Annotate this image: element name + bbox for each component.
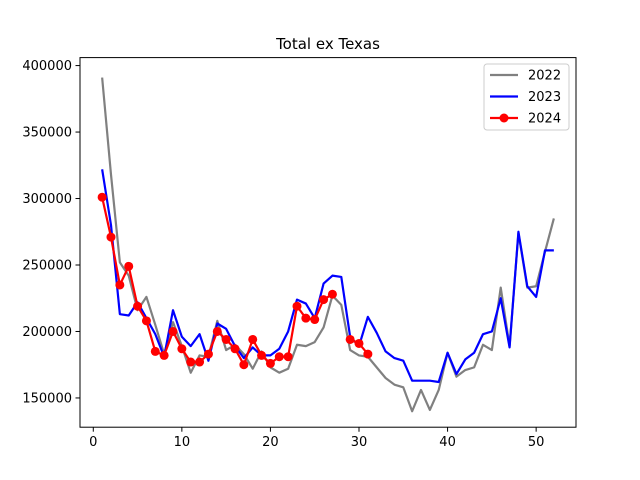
plot-frame xyxy=(79,57,577,428)
x-tick-label: 10 xyxy=(174,435,191,450)
x-tick-label: 30 xyxy=(351,435,368,450)
axes: 0 10 20 30 40 50 150000 200000 250000 300000 35000… xyxy=(22,59,544,450)
x-tick-label: 50 xyxy=(528,435,545,450)
series-line-2023 xyxy=(101,169,554,384)
x-tick-label: 0 xyxy=(89,435,97,450)
data-point-2024 xyxy=(150,346,160,356)
chart-title: Total ex Texas xyxy=(275,35,380,53)
data-point-2024 xyxy=(239,360,249,370)
y-tick-label: 300000 xyxy=(22,192,72,207)
data-point-2024 xyxy=(115,280,125,290)
y-tick-label: 250000 xyxy=(22,259,72,274)
legend-label-2024: 2024 xyxy=(528,112,561,127)
data-point-2024 xyxy=(203,349,213,359)
series-2022 xyxy=(101,77,555,413)
data-point-2024 xyxy=(133,301,143,311)
legend: 2022 2023 2024 xyxy=(483,63,570,131)
y-tick-label: 150000 xyxy=(22,391,72,406)
data-point-2024 xyxy=(301,313,311,323)
data-point-2024 xyxy=(186,357,196,367)
data-point-2024 xyxy=(257,350,267,360)
data-point-2024 xyxy=(319,295,329,305)
legend-marker-2024 xyxy=(499,113,509,123)
series-line-2022 xyxy=(101,77,555,413)
data-point-2024 xyxy=(274,352,284,362)
data-point-2024 xyxy=(327,289,337,299)
data-point-2024 xyxy=(177,344,187,354)
data-point-2024 xyxy=(195,357,205,367)
data-point-2024 xyxy=(345,334,355,344)
data-point-2024 xyxy=(363,349,373,359)
data-point-2024 xyxy=(97,192,107,202)
data-point-2024 xyxy=(265,358,275,368)
data-point-2024 xyxy=(106,232,116,242)
data-point-2024 xyxy=(230,344,240,354)
data-point-2024 xyxy=(141,316,151,326)
x-tick-label: 20 xyxy=(262,435,279,450)
data-point-2024 xyxy=(292,301,302,311)
data-point-2024 xyxy=(354,338,364,348)
x-tick-label: 40 xyxy=(439,435,456,450)
legend-box xyxy=(483,63,570,131)
series-2023 xyxy=(101,169,554,384)
data-point-2024 xyxy=(248,334,258,344)
series-2024 xyxy=(97,192,373,370)
legend-label-2023: 2023 xyxy=(528,90,561,105)
y-tick-label: 350000 xyxy=(22,126,72,141)
y-tick-label: 200000 xyxy=(22,325,72,340)
data-point-2024 xyxy=(212,326,222,336)
data-point-2024 xyxy=(159,350,169,360)
y-tick-label: 400000 xyxy=(22,59,72,74)
data-point-2024 xyxy=(124,261,134,271)
data-point-2024 xyxy=(221,334,231,344)
data-point-2024 xyxy=(283,352,293,362)
legend-label-2022: 2022 xyxy=(528,69,561,84)
data-point-2024 xyxy=(168,326,178,336)
data-point-2024 xyxy=(310,315,320,325)
plot-area xyxy=(97,77,555,413)
